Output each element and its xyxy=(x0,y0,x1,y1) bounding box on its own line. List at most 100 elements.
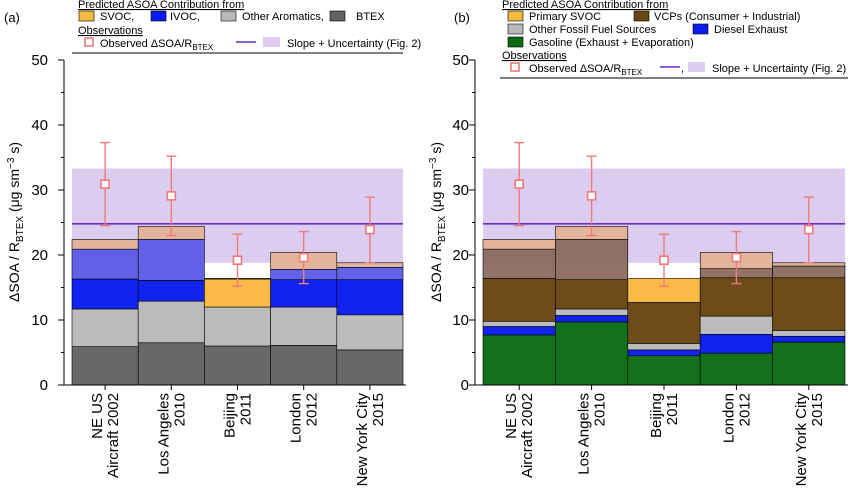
bar-segment-a xyxy=(137,280,205,302)
y-tick-label-a: 10 xyxy=(31,312,48,329)
legend-b-swatch-gasoline xyxy=(507,36,524,48)
x-tick-label-line1-a: New York City xyxy=(354,393,371,487)
legend-b-label-gasoline: Gasoline (Exhaust + Evaporation) xyxy=(529,37,694,49)
plot-area-a: 0 10 20 30 40 50 NE USAircraft 2002 Los Angeles… xyxy=(31,52,406,486)
legend-a-label-btex: BTEX xyxy=(356,11,385,23)
bar-segment-b xyxy=(555,279,629,310)
legend-a-slope-label: Slope + Uncertainty (Fig. 2) xyxy=(287,38,421,50)
legend-a-predicted-title: Predicted ASOA Contribution from xyxy=(78,0,244,11)
legend-a-label-svoc: SVOC, xyxy=(100,11,134,23)
legend-a-swatch-svoc xyxy=(78,10,95,22)
y-tick-label-b: 50 xyxy=(452,52,469,69)
bar-segment-a xyxy=(336,279,404,316)
bar-segment-b xyxy=(627,355,701,386)
x-tick-label-a: New York City2015 xyxy=(354,393,387,487)
x-tick-label-b: New York City2015 xyxy=(793,393,826,487)
bar-segment-b xyxy=(627,349,701,357)
y-tick-label-a: 0 xyxy=(40,377,48,394)
x-tick-label-line2-a: 2010 xyxy=(171,393,188,426)
bar-residual-b xyxy=(772,265,846,279)
y-axis-label-b: ΔSOA / RBTEX (μg sm−3 s) xyxy=(428,142,448,302)
legend-a-swatch-other-aromatics xyxy=(220,10,237,22)
bar-segment-b xyxy=(627,302,701,344)
legend-a-observations-title: Observations xyxy=(78,25,143,37)
bar-segment-b xyxy=(482,334,556,386)
x-tick-label-a: NE USAircraft 2002 xyxy=(89,393,122,478)
bar-residual-a xyxy=(137,239,205,281)
legend-b-observed-label: Observed ΔSOA/RBTEX xyxy=(529,63,643,77)
legend-b-label-diesel: Diesel Exhaust xyxy=(714,24,787,36)
y-tick-label-a: 50 xyxy=(31,52,48,69)
legend-a-label-ivoc: IVOC, xyxy=(170,11,200,23)
observed-point-a xyxy=(232,255,243,266)
bar-segment-b xyxy=(699,333,773,354)
x-tick-label-a: Los Angeles2010 xyxy=(155,393,188,475)
bar-residual-a xyxy=(71,248,139,280)
legend-b-observed-marker xyxy=(510,62,520,72)
legend-a-band-swatch xyxy=(263,37,280,47)
bar-segment-b xyxy=(699,315,773,335)
observed-point-b xyxy=(731,252,742,263)
x-tick-label-line1-b: Beijing xyxy=(648,393,665,438)
bar-segment-b xyxy=(482,326,556,336)
bar-segment-a xyxy=(71,278,139,310)
x-tick-label-line1-b: Los Angeles xyxy=(576,393,593,475)
x-tick-label-a: London2012 xyxy=(288,393,321,443)
x-tick-label-line1-a: London xyxy=(288,393,305,443)
y-axis-label-a: ΔSOA / RBTEX (μg sm−3 s) xyxy=(6,142,26,302)
observed-point-b xyxy=(803,224,814,235)
x-tick-label-b: NE USAircraft 2002 xyxy=(503,393,536,478)
x-tick-label-line2-b: Aircraft 2002 xyxy=(519,393,536,478)
y-tick-label-a: 40 xyxy=(31,117,48,134)
legend-b-predicted-title: Predicted ASOA Contribution from xyxy=(502,0,668,11)
bar-segment-b xyxy=(772,341,846,386)
legend-a-observed-marker xyxy=(84,37,94,47)
legend-b-label-vcps: VCPs (Consumer + Industrial) xyxy=(654,11,800,23)
legend-b-label-primary-svoc: Primary SVOC xyxy=(529,11,601,23)
bar-segment-a xyxy=(336,349,404,386)
bar-segment-b xyxy=(555,308,629,316)
legend-b-slope-sep: , xyxy=(681,63,684,75)
legend-b-observations-title: Observations xyxy=(502,50,567,62)
bar-top-segment-a xyxy=(71,239,139,250)
legend-b-slope-label: Slope + Uncertainty (Fig. 2) xyxy=(712,63,846,75)
bar-segment-a xyxy=(204,345,271,386)
panel-b-label: (b) xyxy=(454,10,470,25)
bar-segment-a xyxy=(336,314,404,351)
legend-a-swatch-ivoc xyxy=(150,10,167,22)
bar-segment-b xyxy=(482,320,556,327)
bar-segment-b xyxy=(555,315,629,323)
observed-point-b xyxy=(586,191,597,201)
bar-residual-b xyxy=(482,248,556,279)
legend-b-band-swatch xyxy=(688,62,705,72)
bar-segment-b xyxy=(555,321,629,386)
x-tick-label-line1-b: NE US xyxy=(503,393,520,439)
bar-segment-a xyxy=(71,308,139,347)
observed-point-a xyxy=(298,252,309,263)
legend-b-label-other-fossil: Other Fossil Fuel Sources xyxy=(529,24,657,36)
legend-a-label-other-aromatics: Other Aromatics, xyxy=(242,11,324,23)
y-tick-label-b: 40 xyxy=(452,117,469,134)
x-tick-label-line2-b: 2015 xyxy=(809,393,826,426)
x-tick-label-b: Beijing2011 xyxy=(648,393,681,438)
y-tick-label-b: 20 xyxy=(452,247,469,264)
y-tick-label-b: 0 xyxy=(461,377,469,394)
bar-segment-b xyxy=(699,352,773,386)
legend-b: Predicted ASOA Contribution from Primary… xyxy=(500,0,848,79)
bar-segment-a xyxy=(137,300,205,344)
bar-segment-a xyxy=(204,306,271,347)
legend-a-swatch-btex xyxy=(329,10,346,22)
y-tick-label-a: 30 xyxy=(31,182,48,199)
x-tick-label-line1-a: Los Angeles xyxy=(155,393,172,475)
observed-point-a xyxy=(166,191,177,201)
legend-a-observed-label: Observed ΔSOA/RBTEX xyxy=(100,38,214,52)
bar-segment-a xyxy=(270,306,338,346)
bar-segment-a xyxy=(270,345,338,386)
x-tick-label-line2-b: 2010 xyxy=(592,393,609,426)
y-tick-label-b: 30 xyxy=(452,182,469,199)
legend-b-swatch-vcps xyxy=(633,10,650,22)
panel-b: (b) Predicted ASOA Contribution from Pri… xyxy=(428,0,848,486)
bar-residual-b xyxy=(555,239,629,280)
x-tick-label-line2-a: 2012 xyxy=(304,393,321,426)
bar-residual-a xyxy=(336,267,404,281)
